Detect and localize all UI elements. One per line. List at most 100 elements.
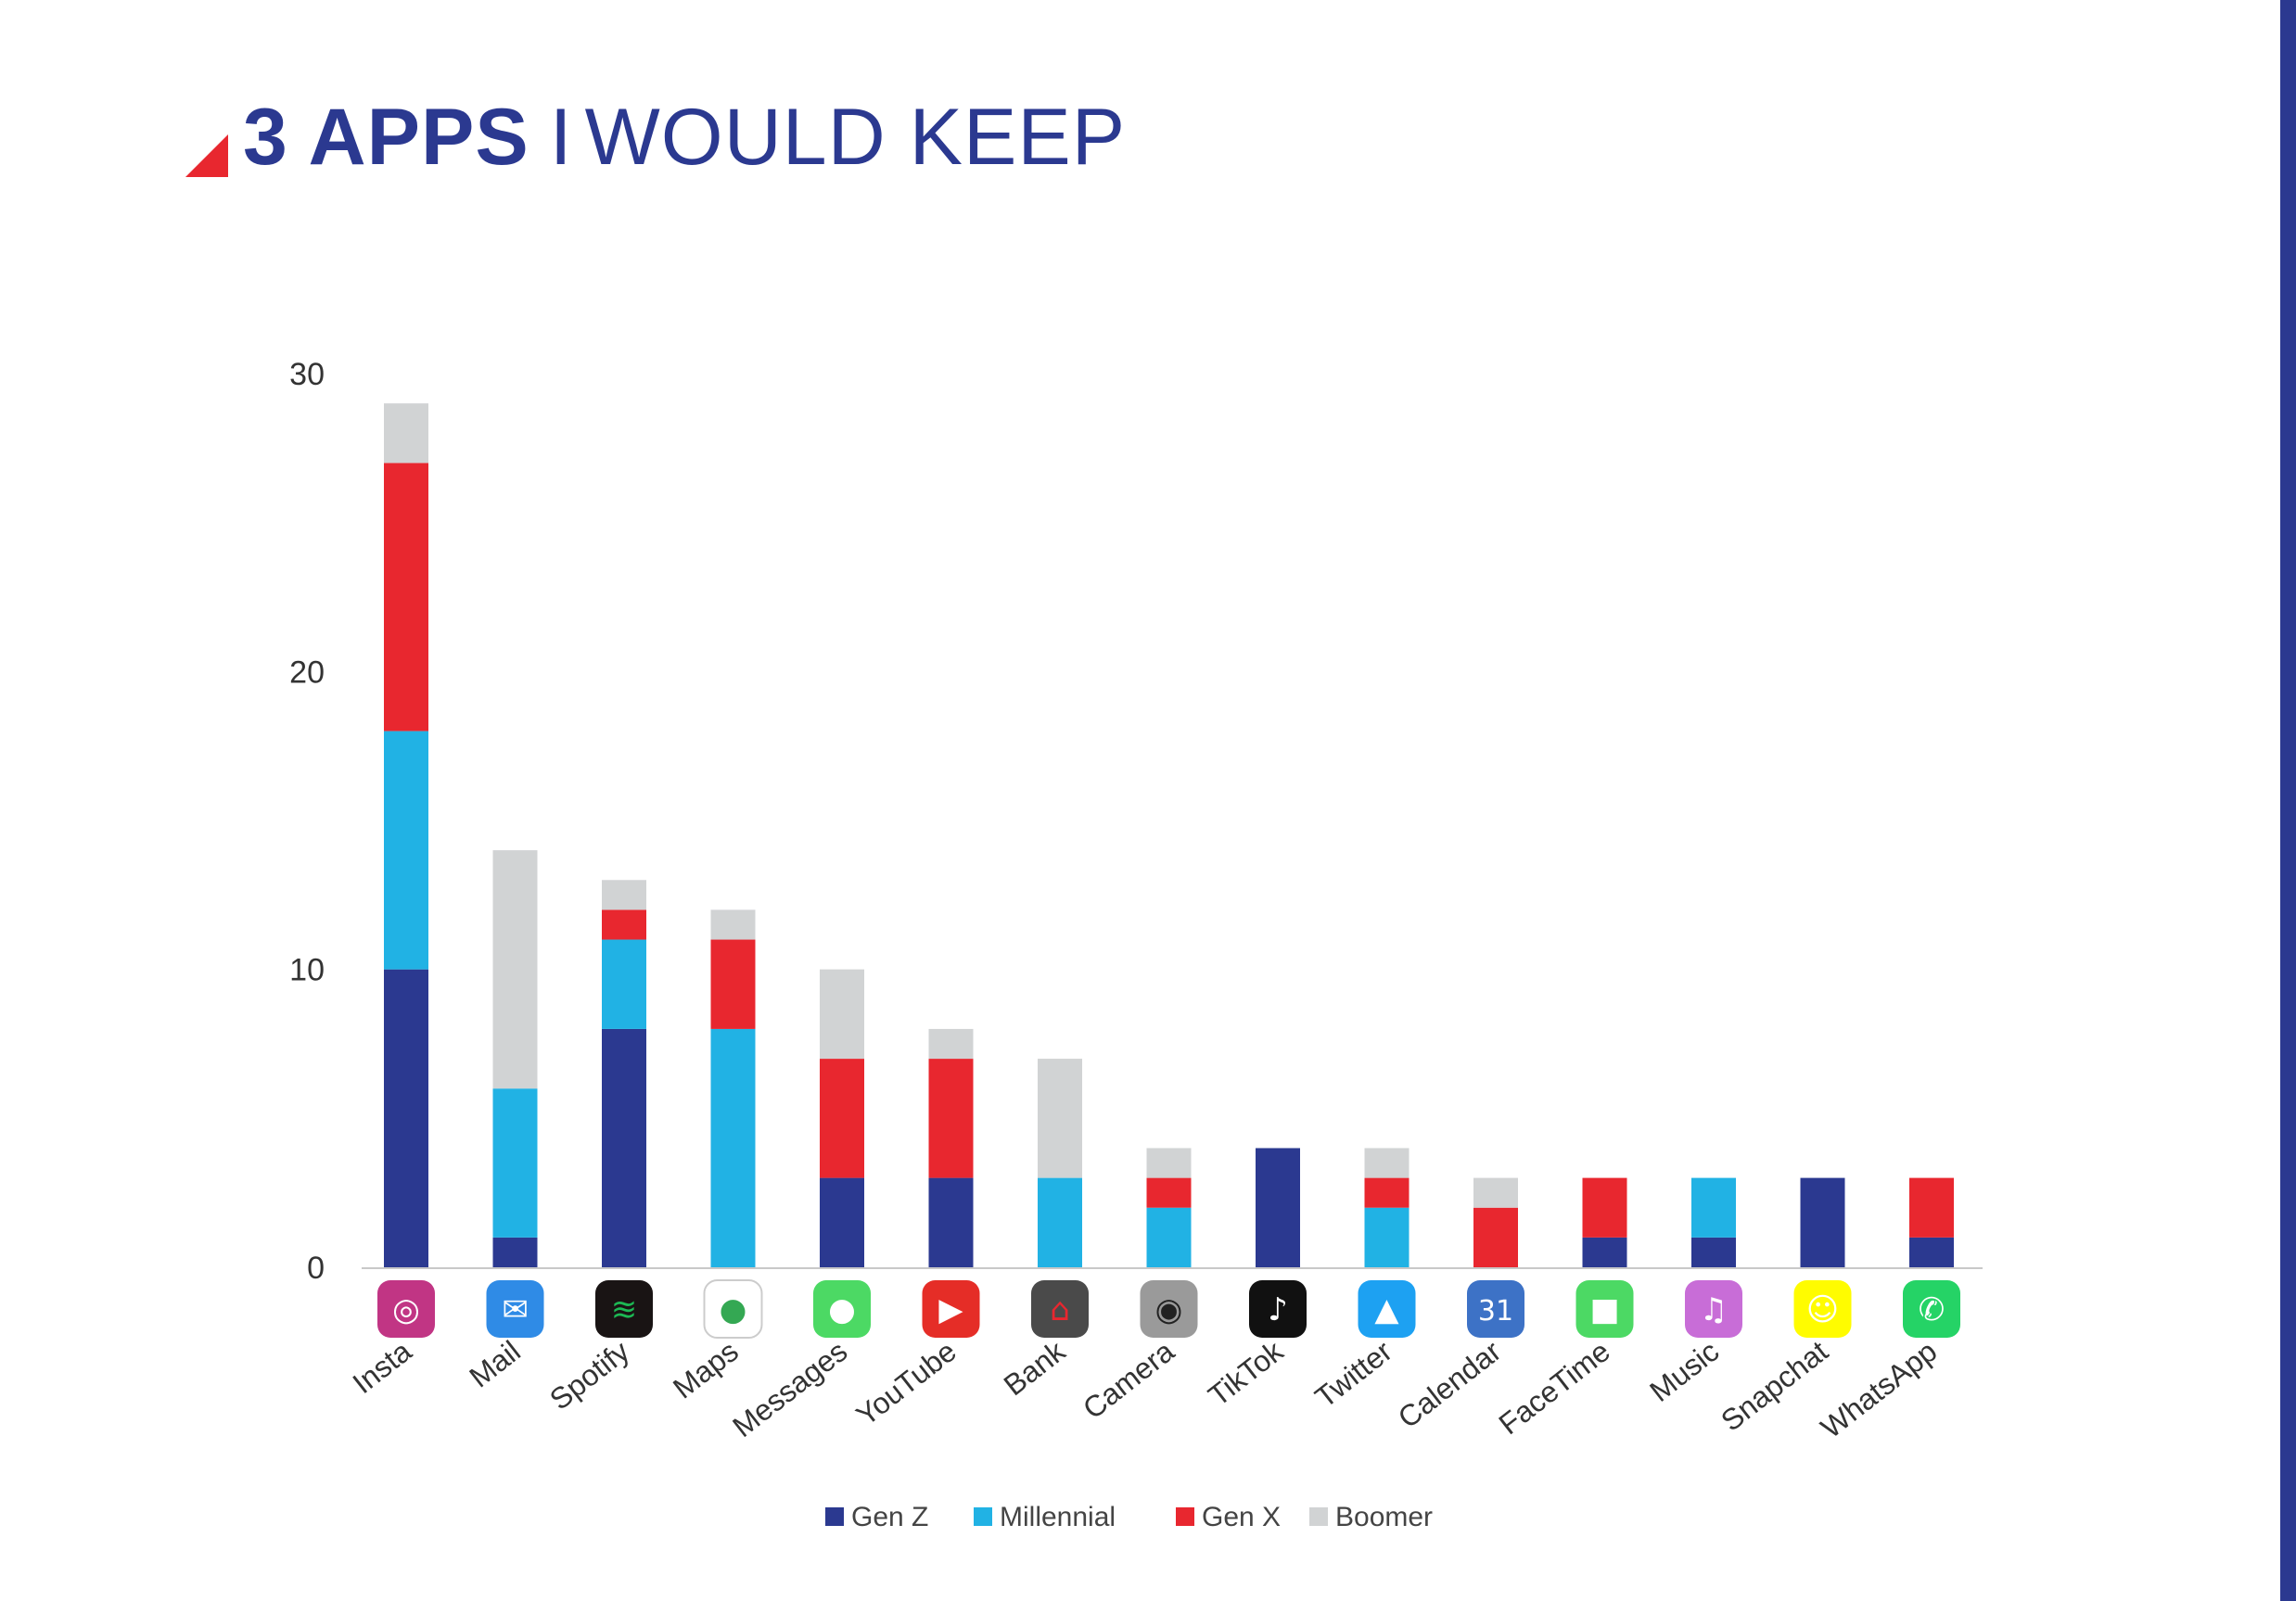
legend-swatch xyxy=(825,1507,844,1526)
svg-text:⌂: ⌂ xyxy=(1050,1291,1070,1328)
category-label: Snapchat xyxy=(1715,1334,1834,1438)
svg-text:♪: ♪ xyxy=(1268,1291,1288,1328)
title-bold: 3 APPS xyxy=(243,92,529,182)
svg-text:■: ■ xyxy=(1589,1291,1619,1328)
app-icons: ◎ ✉ ≋ ● ● ▶ ⌂ ◉ ♪ ▲ 31 ■ ♫ ☺ ✆ xyxy=(377,1279,1960,1339)
svg-text:◎: ◎ xyxy=(392,1291,420,1328)
bar-segment-boomer-insta xyxy=(384,403,428,464)
svg-text:▶: ▶ xyxy=(938,1291,963,1328)
bar-segment-boomer-messages xyxy=(820,969,864,1060)
category-label: Bank xyxy=(998,1334,1072,1403)
bar-segment-millennial-mail xyxy=(492,1088,538,1238)
y-tick-label: 20 xyxy=(289,654,325,690)
svg-text:✉: ✉ xyxy=(502,1291,529,1328)
legend-swatch xyxy=(974,1507,992,1526)
bar-segment-gen-x-maps xyxy=(710,939,756,1029)
maps-icon: ● xyxy=(703,1279,763,1339)
bar-segment-gen-z-facetime xyxy=(1582,1237,1627,1267)
svg-text:♫: ♫ xyxy=(1700,1291,1728,1328)
legend-item: Boomer xyxy=(1309,1502,1433,1532)
instagram-icon: ◎ xyxy=(377,1280,435,1338)
legend-label: Millennial xyxy=(1000,1502,1116,1532)
youtube-icon: ▶ xyxy=(922,1280,980,1338)
category-label: Mail xyxy=(463,1334,526,1393)
bar-segment-millennial-twitter xyxy=(1364,1207,1409,1267)
tiktok-icon: ♪ xyxy=(1249,1280,1307,1338)
legend-item: Millennial xyxy=(974,1502,1116,1532)
bar-segment-gen-x-calendar xyxy=(1473,1207,1518,1267)
category-label: Camera xyxy=(1077,1334,1180,1426)
legend-label: Boomer xyxy=(1335,1502,1433,1532)
svg-text:●: ● xyxy=(720,1291,747,1328)
bar-segment-gen-x-facetime xyxy=(1582,1177,1627,1238)
bar-segment-gen-x-youtube xyxy=(928,1059,974,1178)
legend: Gen Z Millennial Gen X Boomer xyxy=(825,1502,1433,1532)
bar-segment-gen-x-twitter xyxy=(1364,1177,1409,1208)
category-label: YouTube xyxy=(850,1334,963,1432)
svg-text:≋: ≋ xyxy=(611,1291,638,1328)
category-label: FaceTime xyxy=(1492,1334,1615,1441)
bar-segment-gen-z-snapchat xyxy=(1800,1177,1845,1267)
legend-label: Gen Z xyxy=(851,1502,928,1532)
category-label: Twitter xyxy=(1308,1334,1398,1415)
bar-segment-gen-z-music xyxy=(1691,1237,1736,1267)
y-tick-label: 30 xyxy=(289,357,325,392)
title-triangle-icon xyxy=(185,134,228,177)
bar-segment-gen-z-spotify xyxy=(602,1028,646,1267)
bar-segment-gen-x-whatsapp xyxy=(1909,1177,1954,1238)
svg-text:✆: ✆ xyxy=(1919,1291,1945,1328)
music-icon: ♫ xyxy=(1685,1280,1742,1338)
calendar-icon: 31 xyxy=(1467,1280,1524,1338)
spotify-icon: ≋ xyxy=(595,1280,653,1338)
bar-segment-boomer-bank xyxy=(1038,1059,1082,1178)
bar-segment-gen-z-insta xyxy=(384,969,428,1267)
category-label: Maps xyxy=(667,1334,745,1405)
facetime-icon: ■ xyxy=(1575,1280,1634,1338)
category-label: Calendar xyxy=(1392,1334,1508,1435)
svg-text:31: 31 xyxy=(1478,1295,1513,1328)
page-title: 3 APPS I WOULD KEEP xyxy=(185,82,1126,193)
legend-swatch xyxy=(1309,1507,1328,1526)
svg-text:☺: ☺ xyxy=(1806,1291,1839,1328)
twitter-icon: ▲ xyxy=(1358,1280,1416,1338)
legend-item: Gen Z xyxy=(825,1502,928,1532)
bar-segment-gen-z-mail xyxy=(492,1237,538,1267)
bar-segment-millennial-camera xyxy=(1146,1207,1192,1267)
category-label: Insta xyxy=(346,1334,417,1400)
bars xyxy=(384,403,1954,1267)
right-edge-rule xyxy=(2280,0,2296,1601)
bar-segment-boomer-mail xyxy=(492,850,538,1089)
snapchat-icon: ☺ xyxy=(1793,1280,1852,1338)
bar-segment-boomer-twitter xyxy=(1364,1148,1409,1178)
bar-segment-millennial-insta xyxy=(384,731,428,970)
bar-segment-boomer-youtube xyxy=(928,1028,974,1060)
bar-segment-gen-z-youtube xyxy=(928,1177,974,1267)
bar-segment-gen-x-camera xyxy=(1146,1177,1192,1208)
y-tick-label: 10 xyxy=(289,953,325,988)
camera-icon: ◉ xyxy=(1140,1280,1198,1338)
category-label: Spotify xyxy=(543,1334,635,1417)
svg-text:◉: ◉ xyxy=(1155,1291,1183,1328)
category-label: WhatsApp xyxy=(1815,1334,1943,1444)
y-axis: 0 10 20 30 xyxy=(289,357,325,1286)
bar-segment-gen-z-tiktok xyxy=(1256,1148,1300,1267)
bar-segment-gen-x-insta xyxy=(384,463,428,731)
bar-segment-boomer-spotify xyxy=(602,880,646,910)
category-label: Messages xyxy=(726,1334,853,1443)
y-tick-label: 0 xyxy=(307,1251,325,1286)
bar-segment-gen-z-whatsapp xyxy=(1909,1237,1954,1267)
messages-icon: ● xyxy=(813,1280,871,1338)
legend-label: Gen X xyxy=(1202,1502,1281,1532)
title-light: WOULD KEEP xyxy=(584,92,1127,182)
bar-segment-boomer-calendar xyxy=(1473,1177,1518,1208)
bank-icon: ⌂ xyxy=(1031,1280,1089,1338)
whatsapp-icon: ✆ xyxy=(1903,1280,1960,1338)
legend-swatch xyxy=(1176,1507,1194,1526)
bar-segment-millennial-maps xyxy=(710,1028,756,1267)
bar-segment-millennial-music xyxy=(1691,1177,1736,1238)
bar-segment-gen-x-messages xyxy=(820,1059,864,1178)
category-label: Music xyxy=(1643,1334,1725,1408)
bar-segment-gen-x-spotify xyxy=(602,909,646,940)
